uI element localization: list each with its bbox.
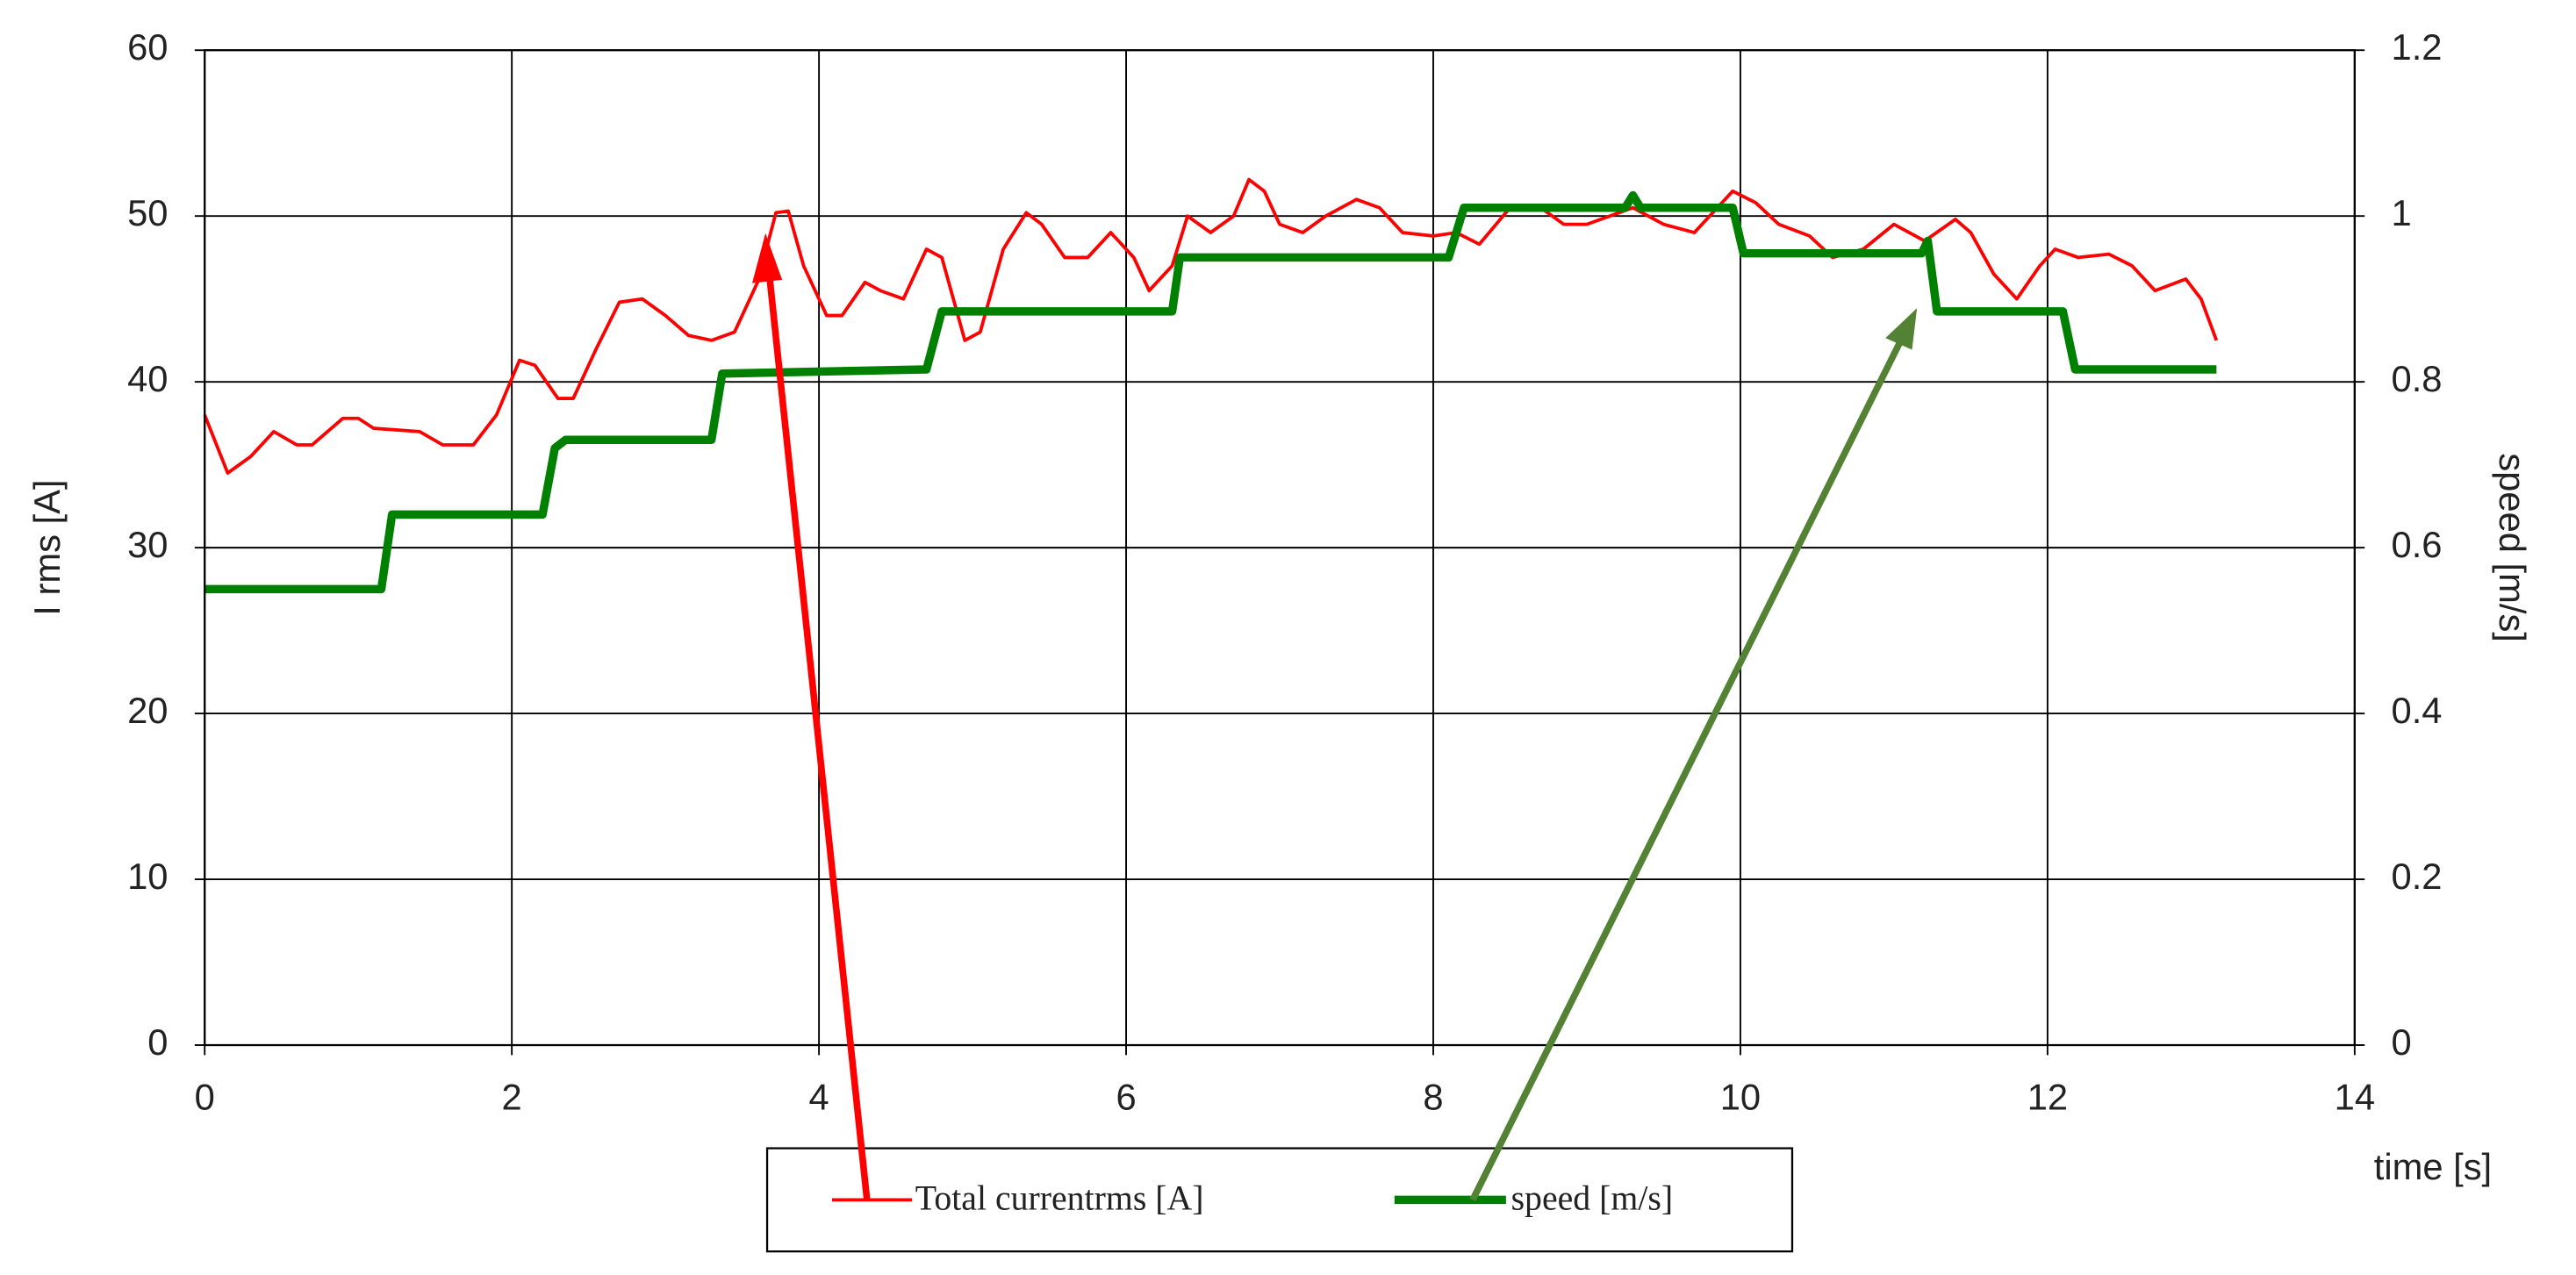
legend-label: speed [m/s]: [1511, 1178, 1674, 1217]
x-tick-label: 2: [502, 1077, 522, 1118]
grid: [194, 49, 2365, 1056]
y-tick-label: 50: [127, 192, 168, 233]
y-tick-label: 10: [127, 856, 168, 897]
y2-tick-label: 0: [2392, 1021, 2412, 1063]
y2-tick-label: 0.2: [2392, 856, 2443, 897]
y-tick-label: 40: [127, 358, 168, 399]
annotation-arrow: [765, 269, 871, 1200]
x-tick-label: 10: [1720, 1077, 1761, 1118]
y2-tick-label: 1: [2392, 192, 2412, 233]
arrow-head: [751, 233, 783, 283]
y-tick-label: 30: [127, 524, 168, 565]
y-tick-label: 20: [127, 690, 168, 731]
y2-tick-label: 0.6: [2392, 524, 2443, 565]
series-group: [203, 177, 2219, 594]
legend-box: [765, 1147, 1794, 1253]
y-axis-title: I rms [A]: [26, 479, 68, 615]
x-tick-label: 4: [808, 1077, 829, 1118]
y2-tick-label: 0.4: [2392, 690, 2443, 731]
y2-tick-label: 0.8: [2392, 358, 2443, 399]
legend-label: Total currentrms [A]: [915, 1178, 1204, 1217]
x-axis-title: time [s]: [2374, 1146, 2492, 1187]
y-tick-label: 0: [147, 1021, 168, 1063]
plot-frame: [204, 49, 2356, 1047]
annotation-arrow: [1469, 340, 1904, 1202]
y-tick-label: 60: [127, 26, 168, 68]
x-tick-label: 8: [1423, 1077, 1443, 1118]
x-tick-label: 14: [2335, 1077, 2375, 1118]
x-tick-label: 6: [1116, 1077, 1136, 1118]
x-tick-label: 12: [2027, 1077, 2068, 1118]
x-tick-label: 0: [195, 1077, 215, 1118]
data-line: [203, 177, 2219, 475]
arrow-head: [1885, 308, 1918, 350]
data-line: [205, 190, 2217, 594]
y2-tick-label: 1.2: [2392, 26, 2443, 68]
y2-axis-title: speed [m/s]: [2492, 453, 2533, 642]
